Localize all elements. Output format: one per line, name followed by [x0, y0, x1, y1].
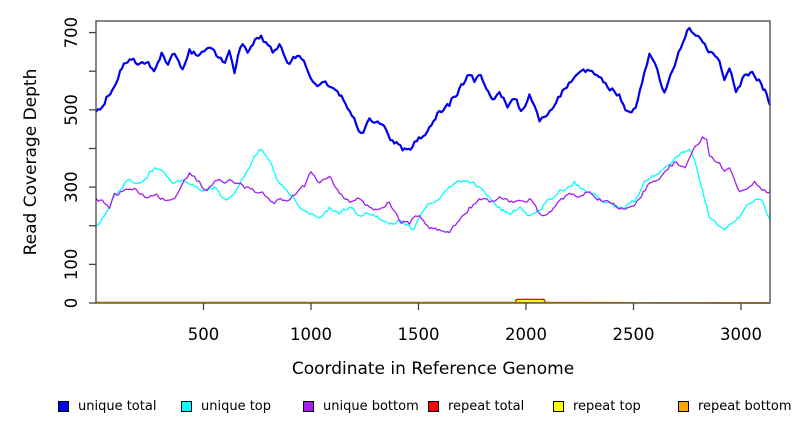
- y-tick-label: 0: [62, 298, 81, 309]
- series-unique-total: [95, 26, 772, 152]
- legend-label: unique total: [78, 399, 157, 414]
- x-tick-label: 3000: [720, 325, 762, 344]
- plot-box: [95, 20, 771, 304]
- y-tick-label: 700: [62, 17, 81, 49]
- legend-item-repeat-bottom: repeat bottom: [678, 398, 792, 415]
- x-tick-label: 500: [188, 325, 220, 344]
- legend-label: unique bottom: [323, 399, 419, 414]
- x-tick-label: 1500: [397, 325, 439, 344]
- legend-item-repeat-total: repeat total: [428, 398, 524, 415]
- unique-bottom-swatch-icon: [303, 401, 314, 412]
- repeat-total-swatch-icon: [428, 401, 439, 412]
- legend: unique total unique top unique bottom re…: [0, 398, 792, 418]
- x-axis-label: Coordinate in Reference Genome: [291, 359, 575, 379]
- x-tick-label: 2500: [612, 325, 654, 344]
- unique-total-swatch-icon: [58, 401, 69, 412]
- legend-item-unique-top: unique top: [181, 398, 271, 415]
- y-tick-label: 500: [62, 94, 81, 126]
- legend-item-repeat-top: repeat top: [553, 398, 641, 415]
- y-axis-label: Read Coverage Depth: [21, 68, 41, 256]
- legend-label: repeat total: [448, 399, 525, 414]
- y-tick-label: 300: [62, 171, 81, 203]
- unique-top-swatch-icon: [181, 401, 192, 412]
- legend-item-unique-bottom: unique bottom: [303, 398, 419, 415]
- repeat-bottom-swatch-icon: [678, 401, 689, 412]
- legend-label: repeat bottom: [698, 399, 792, 414]
- y-tick-label: 100: [62, 249, 81, 281]
- x-tick-label: 1000: [290, 325, 332, 344]
- x-tick-label: 2000: [505, 325, 547, 344]
- series-unique-top: [95, 148, 771, 231]
- legend-label: unique top: [201, 399, 272, 414]
- legend-label: repeat top: [573, 399, 641, 414]
- repeat-top-swatch-icon: [553, 401, 564, 412]
- series-unique-bottom: [95, 136, 771, 234]
- legend-item-unique-total: unique total: [58, 398, 156, 415]
